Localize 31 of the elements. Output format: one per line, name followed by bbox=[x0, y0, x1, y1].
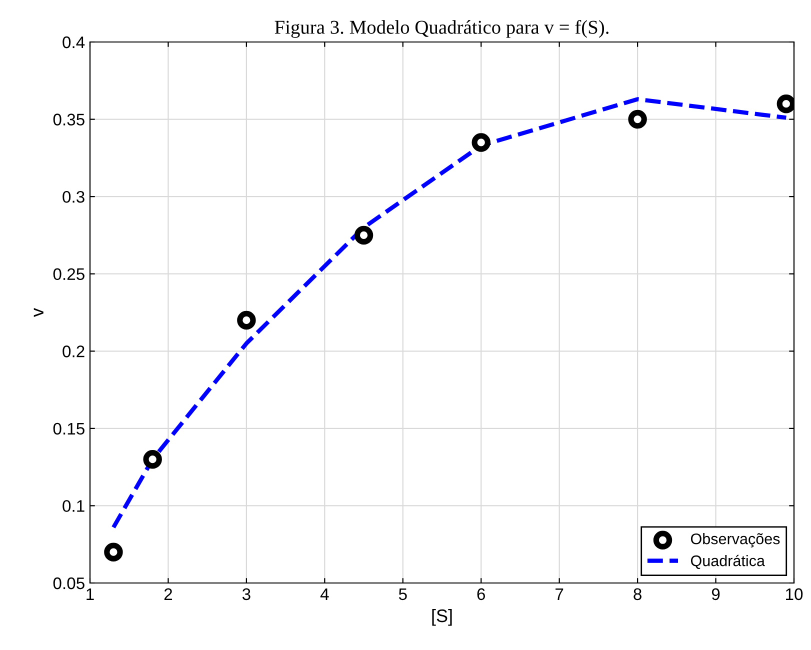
y-tick-label: 0.05 bbox=[53, 577, 84, 590]
x-tick-label: 8 bbox=[634, 588, 642, 600]
x-tick-label: 6 bbox=[477, 588, 486, 600]
y-tick-label: 0.1 bbox=[62, 500, 84, 512]
x-tick-label: 1 bbox=[86, 588, 94, 600]
point bbox=[472, 133, 490, 152]
line-series bbox=[111, 97, 788, 530]
point bbox=[776, 94, 794, 114]
x-tick-label: 5 bbox=[398, 588, 407, 600]
y-tick-label: 0.35 bbox=[53, 114, 84, 126]
x-tick-label: 4 bbox=[320, 588, 329, 600]
point bbox=[143, 450, 162, 469]
point bbox=[354, 226, 374, 245]
point bbox=[104, 542, 123, 562]
point bbox=[237, 310, 256, 330]
y-tick-label: 0.25 bbox=[53, 268, 84, 280]
x-tick-label: 3 bbox=[242, 588, 250, 600]
legend-label: Observações bbox=[690, 533, 780, 548]
y-tick-label: 0.3 bbox=[62, 190, 84, 203]
x-tick-label: 10 bbox=[786, 588, 803, 600]
chart-title: Figura 3. Modelo Quadrático para v = f(S). bbox=[274, 20, 608, 38]
y-axis-title: v bbox=[34, 308, 44, 317]
y-tick-label: 0.4 bbox=[62, 36, 85, 48]
y-tick-label: 0.15 bbox=[53, 422, 84, 435]
x-tick-label: 7 bbox=[556, 588, 564, 600]
point bbox=[628, 110, 647, 129]
x-tick-label: 9 bbox=[712, 588, 720, 600]
x-axis-title: [S] bbox=[432, 608, 452, 626]
x-tick-label: 2 bbox=[164, 588, 172, 600]
y-tick-label: 0.2 bbox=[62, 346, 84, 358]
legend-label: Quadrática bbox=[690, 554, 765, 569]
